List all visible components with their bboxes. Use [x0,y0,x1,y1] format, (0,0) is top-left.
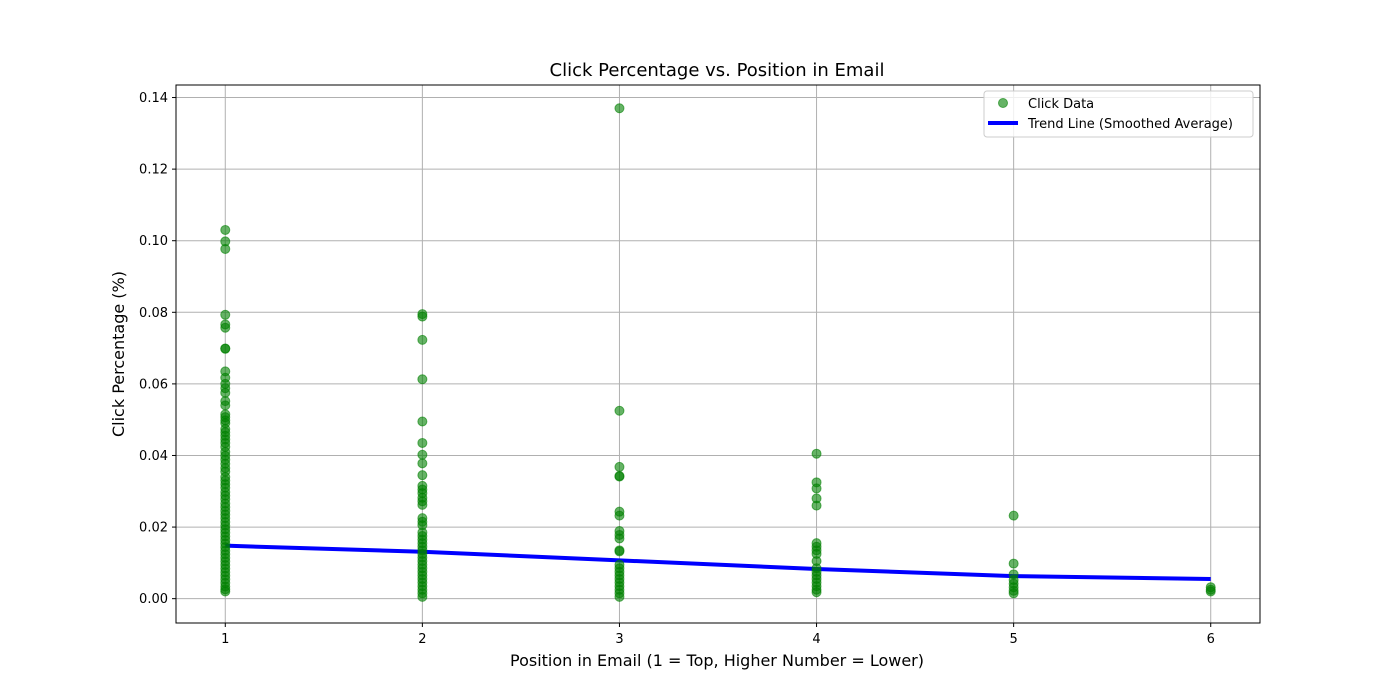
legend-label-trend-line: Trend Line (Smoothed Average) [1027,117,1233,132]
legend-box [983,90,1254,138]
y-tick-label: 0.06 [139,377,168,392]
data-point [417,374,428,385]
data-point [614,546,625,557]
x-tick-label: 6 [1207,632,1215,647]
y-tick-label: 0.10 [139,234,168,249]
data-point [614,471,625,482]
data-point [417,437,428,448]
data-point [614,405,625,416]
data-point [220,224,231,235]
x-tick-label: 3 [615,632,623,647]
legend-label-click-data: Click Data [1028,97,1094,112]
legend: Click Data Trend Line (Smoothed Average) [983,90,1254,138]
data-point [614,103,625,114]
trend-line [225,543,1211,581]
x-axis-ticks: 1 2 3 4 5 6 [221,623,1215,647]
data-point [614,461,625,472]
data-point [417,591,428,602]
data-point [811,587,822,598]
data-point [614,533,625,544]
gridlines [176,85,1260,623]
data-point [1008,510,1019,521]
data-point [1008,558,1019,569]
data-point [220,322,231,333]
x-tick-label: 5 [1009,632,1017,647]
y-tick-label: 0.02 [139,521,168,536]
scatter-points [220,103,1216,602]
plot-frame [175,84,1261,624]
x-tick-label: 2 [418,632,426,647]
legend-marker-click-data [998,98,1008,108]
data-point [417,334,428,345]
data-point [614,591,625,602]
x-axis-label: Position in Email (1 = Top, Higher Numbe… [510,651,924,670]
data-point [417,499,428,510]
data-point [220,387,231,398]
data-point [417,470,428,481]
data-point [417,311,428,322]
data-point [1205,586,1216,597]
y-tick-label: 0.14 [139,91,168,106]
data-point [220,243,231,254]
y-axis-label: Click Percentage (%) [109,271,128,437]
data-point [811,448,822,459]
data-point [220,586,231,597]
data-point [1008,588,1019,599]
data-point [220,309,231,320]
chart-title: Click Percentage vs. Position in Email [550,60,885,81]
data-point [614,510,625,521]
data-point [417,458,428,469]
y-axis-ticks: 0.00 0.02 0.04 0.06 0.08 0.10 0.12 0.14 [139,91,176,607]
data-point [220,400,231,411]
data-point [417,416,428,427]
data-point [811,483,822,494]
x-tick-label: 1 [221,632,229,647]
y-tick-label: 0.12 [139,163,168,178]
y-tick-label: 0.08 [139,306,168,321]
data-point [220,343,231,354]
data-point [417,449,428,460]
x-tick-label: 4 [812,632,820,647]
y-tick-label: 0.04 [139,449,168,464]
data-point [811,500,822,511]
trend-line-layer [225,543,1211,581]
y-tick-label: 0.00 [139,592,168,607]
